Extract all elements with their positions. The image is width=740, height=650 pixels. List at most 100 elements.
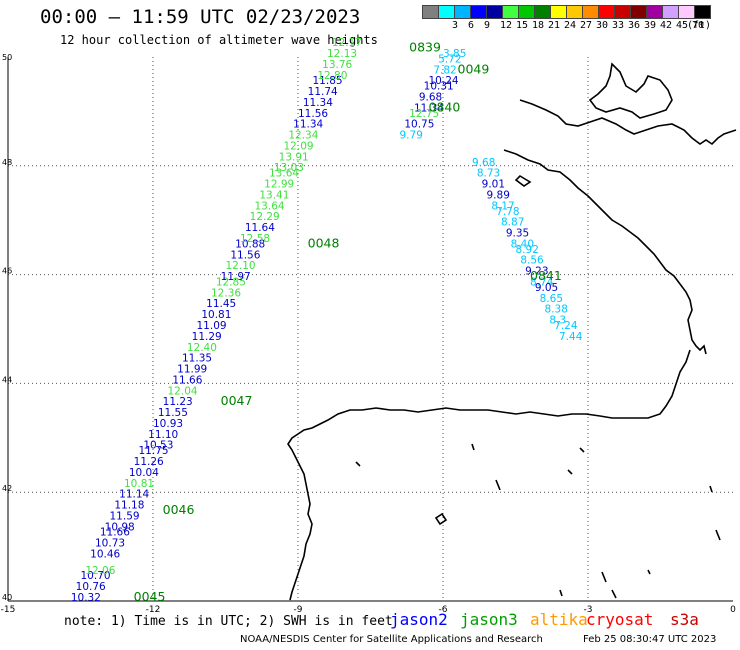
swh-value: 12.36 — [211, 287, 241, 299]
lon-tick-label: 0 — [730, 605, 736, 615]
swh-value: 10.76 — [76, 581, 106, 593]
legend-label: 18 — [532, 20, 545, 31]
swh-value: 10.81 — [201, 309, 231, 321]
swh-value: 8.73 — [477, 168, 500, 180]
swh-value: 10.04 — [129, 467, 159, 479]
swh-value: 12.04 — [168, 385, 198, 397]
swh-value: 10.46 — [90, 548, 120, 560]
legend-label: 12 — [500, 20, 513, 31]
time-label: 0049 — [458, 61, 490, 76]
swh-value: 12.80 — [317, 70, 347, 82]
lon-tick-label: -15 — [1, 605, 16, 615]
swh-value: 12.34 — [288, 130, 318, 142]
swh-value: 12.09 — [284, 140, 314, 152]
swh-value: 9.79 — [400, 130, 423, 142]
satellite-altika: altika — [530, 610, 588, 629]
swh-value: 8.65 — [540, 293, 563, 305]
footer-note: note: 1) Time is in UTC; 2) SWH is in fe… — [64, 614, 393, 629]
swh-value: 12.99 — [264, 179, 294, 191]
legend-swatch — [518, 5, 535, 19]
swh-value: 12.10 — [226, 260, 256, 272]
swh-value: 13.41 — [259, 189, 289, 201]
swh-value: 11.97 — [221, 271, 251, 283]
color-legend — [422, 5, 711, 19]
swh-value: 11.99 — [177, 364, 207, 376]
legend-label: 9 — [484, 20, 491, 31]
swh-value: 11.75 — [139, 445, 169, 457]
credit-line: NOAA/NESDIS Center for Satellite Applica… — [240, 634, 543, 645]
legend-label: 39 — [644, 20, 657, 31]
legend-label: 6 — [468, 20, 475, 31]
swh-value: 13.91 — [279, 151, 309, 163]
legend-label: 45 — [676, 20, 689, 31]
swh-value: 11.85 — [313, 75, 343, 87]
swh-value: 12.13 — [327, 48, 357, 60]
lat-tick-label: 50 — [2, 53, 12, 62]
swh-value: 9.05 — [535, 282, 558, 294]
time-label: 0841 — [530, 268, 562, 283]
time-label: 0839 — [409, 40, 441, 55]
swh-value: 13.03 — [274, 162, 304, 174]
satellite-jason3: jason3 — [460, 610, 518, 629]
time-label: 0046 — [163, 502, 195, 517]
page-subtitle: 12 hour collection of altimeter wave hei… — [60, 33, 378, 47]
satellite-s3a: s3a — [670, 610, 699, 629]
lat-tick-label: 44 — [2, 375, 12, 384]
swh-value: 10.93 — [153, 418, 183, 430]
swh-value: 7.82 — [433, 64, 456, 76]
swh-value: 7.24 — [554, 320, 578, 332]
swh-value: 11.45 — [206, 298, 236, 310]
swh-value: 12.06 — [85, 565, 115, 577]
swh-value: 9.68 — [472, 157, 495, 169]
swh-value: 11.66 — [172, 374, 202, 386]
legend-swatch — [630, 5, 647, 19]
swh-value: 8.87 — [501, 217, 524, 229]
swh-value: 8.38 — [545, 304, 568, 316]
swh-value: 8.92 — [516, 244, 539, 256]
swh-value: 8.74 — [530, 276, 554, 288]
swh-value: 3.85 — [443, 48, 466, 60]
swh-value: 9.23 — [525, 266, 548, 278]
swh-value: 11.34 — [293, 119, 323, 131]
swh-value: 9.35 — [506, 228, 529, 240]
swh-value: 12.58 — [240, 233, 270, 245]
swh-value: 10.53 — [143, 440, 173, 452]
swh-value: 11.59 — [110, 510, 140, 522]
legend-label: 42 — [660, 20, 673, 31]
swh-value: 11.09 — [197, 320, 227, 332]
legend-label: 70 — [692, 20, 705, 31]
swh-value: 13.64 — [255, 200, 285, 212]
swh-value: 12.40 — [187, 342, 217, 354]
swh-value: 10.24 — [429, 75, 459, 87]
swh-value: 11.34 — [414, 102, 444, 114]
legend-swatch — [502, 5, 519, 19]
swh-value: 10.75 — [404, 119, 434, 131]
legend-label: 3 — [452, 20, 459, 31]
page-title: 00:00 – 11:59 UTC 02/23/2023 — [40, 6, 361, 28]
swh-value: 10.70 — [81, 570, 111, 582]
swh-value: 10.98 — [105, 521, 135, 533]
time-label: 0840 — [429, 99, 461, 114]
lat-tick-label: 46 — [2, 267, 12, 276]
swh-value: 11.18 — [114, 500, 144, 512]
legend-swatch — [646, 5, 663, 19]
swh-value: 8.56 — [520, 255, 544, 267]
swh-value: 9.68 — [419, 92, 442, 104]
swh-value: 11.74 — [308, 86, 338, 98]
legend-swatch — [534, 5, 551, 19]
lat-tick-label: 48 — [2, 158, 12, 167]
legend-swatch — [678, 5, 695, 19]
swh-value: 5.72 — [438, 53, 461, 65]
legend-label: 33 — [612, 20, 625, 31]
legend-label: 30 — [596, 20, 609, 31]
altimeter-tracks: 10.3210.7610.7012.0610.4610.7311.6610.98… — [71, 37, 583, 604]
swh-value: 10.73 — [95, 538, 125, 550]
swh-value: 9.01 — [482, 179, 505, 191]
coastline — [287, 62, 737, 601]
legend-swatch — [598, 5, 615, 19]
swh-value: 12.29 — [250, 211, 280, 223]
swh-value: 11.34 — [303, 97, 333, 109]
legend-swatch — [694, 5, 711, 19]
